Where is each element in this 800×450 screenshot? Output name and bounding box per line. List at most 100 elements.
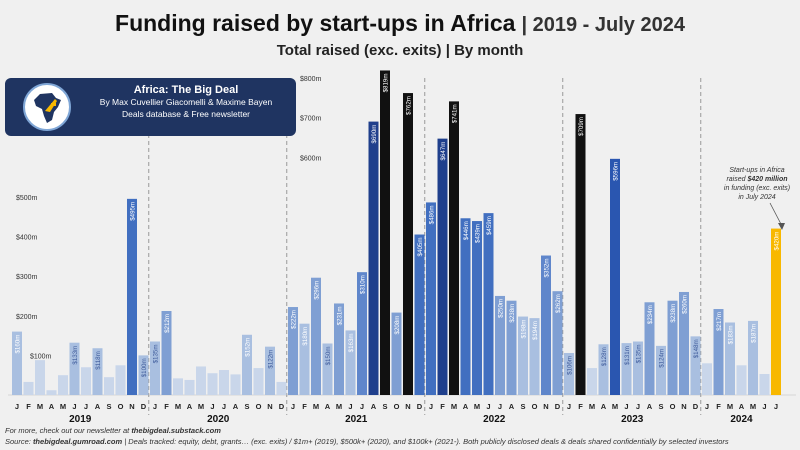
month-tick-label: F (440, 402, 445, 411)
bar-value-label: $135m (153, 345, 160, 364)
month-tick-label: S (658, 402, 663, 411)
month-tick-label: A (233, 402, 239, 411)
y-tick-labels: $100m $200m $300m $400m $500m $600m $700m $800m (16, 76, 322, 360)
bar-value-label: $762m (406, 96, 413, 115)
month-tick-label: M (612, 402, 618, 411)
month-tick-label: M (451, 402, 457, 411)
bar (288, 307, 298, 395)
bar (690, 336, 701, 395)
month-tick-label: M (175, 402, 181, 411)
bar (759, 373, 770, 395)
month-tick-label: D (279, 402, 285, 411)
annotation-line-3: in funding (exc. exits) (724, 185, 790, 192)
bar-value-label: $100m (141, 358, 148, 377)
month-tick-label: M (313, 402, 319, 411)
bar-value-label: $106m (567, 356, 574, 375)
month-tick-label: J (498, 402, 502, 411)
bar-value-label: $352m (544, 259, 551, 278)
month-tick-label: O (670, 402, 676, 411)
footer-source: Source: thebigdeal.gumroad.com | Deals t… (5, 437, 729, 446)
bar (598, 344, 609, 395)
bar (81, 367, 91, 395)
month-tick-label: S (244, 402, 249, 411)
bar (621, 343, 632, 395)
bar (426, 202, 436, 395)
year-label: 2023 (621, 414, 644, 425)
y-tick-label: $400m (16, 235, 38, 242)
bar (552, 291, 563, 395)
bar (265, 346, 275, 395)
bar-value-label: $152m (245, 338, 252, 357)
month-tick-label: J (222, 402, 226, 411)
bar (667, 300, 678, 395)
badge-authors: By Max Cuvellier Giacomelli & Maxime Bay… (99, 97, 273, 107)
bar-value-label: $596m (613, 162, 620, 181)
brand-badge: Africa: The Big Deal By Max Cuvellier Gi… (5, 78, 296, 136)
annotation-amount: $420 million (746, 176, 787, 183)
month-tick-label: J (153, 402, 157, 411)
bar (437, 138, 448, 395)
y-tick-label: $800m (300, 76, 322, 83)
bar (506, 300, 517, 395)
badge-text: Africa: The Big Deal By Max Cuvellier Gi… (81, 84, 291, 120)
year-label: 2019 (69, 414, 92, 425)
month-tick-label: N (405, 402, 410, 411)
bars (12, 70, 781, 396)
bar-value-label: $420m (774, 232, 781, 251)
bar (196, 366, 206, 395)
bar (322, 343, 333, 395)
bar-value-label: $709m (578, 117, 585, 136)
annotation-arrowhead (778, 223, 785, 230)
bar (633, 341, 643, 395)
month-tick-label: M (198, 402, 204, 411)
bar (12, 331, 22, 395)
bar-value-label: $260m (682, 295, 689, 314)
month-tick-label: J (429, 402, 433, 411)
bar-value-label: $238m (509, 304, 516, 323)
bar (345, 330, 356, 395)
month-tick-label: A (463, 402, 469, 411)
month-tick-label: J (567, 402, 571, 411)
bar-value-label: $296m (314, 281, 321, 300)
bar (725, 322, 735, 395)
bar-value-label: $160m (15, 335, 22, 354)
bar (92, 348, 103, 395)
bar-value-label: $459m (486, 216, 493, 235)
bar-value-label: $183m (728, 325, 735, 344)
bar (127, 198, 137, 395)
source-link[interactable]: thebigdeal.gumroad.com (32, 437, 123, 446)
annotation-line-4: in July 2024 (738, 194, 775, 201)
y-tick-label: $300m (16, 274, 38, 281)
bar (23, 381, 34, 395)
month-tick-label: A (49, 402, 55, 411)
month-tick-label: A (371, 402, 377, 411)
month-tick-label: J (210, 402, 214, 411)
bar-value-label: $231m (337, 306, 344, 325)
bar (771, 228, 781, 395)
month-tick-label: O (394, 402, 400, 411)
footer-source-text: | Deals tracked: equity, debt, grants… (… (122, 437, 729, 446)
bar-value-label: $217m (716, 312, 723, 331)
bar-value-labels: $160m $133m $118m $495m $100m $135m $212m $152m… (15, 73, 781, 377)
annotation-line-2-prefix: raised (726, 176, 747, 183)
bar (58, 375, 68, 395)
badge-tagline: Deals database & Free newsletter (121, 109, 251, 119)
bar-value-label: $180m (302, 327, 309, 346)
bar (242, 334, 252, 395)
bar (380, 70, 390, 395)
year-label: 2024 (730, 414, 753, 425)
month-tick-label: F (578, 402, 583, 411)
bar (587, 368, 597, 395)
bar (702, 363, 712, 395)
bar (69, 342, 80, 395)
y-tick-label: $100m (30, 353, 52, 360)
bar (529, 318, 540, 395)
month-tick-label: J (348, 402, 352, 411)
bar (656, 345, 666, 395)
bar (460, 218, 471, 395)
bar (230, 374, 241, 395)
newsletter-link[interactable]: thebigdeal.substack.com (131, 426, 221, 435)
bar-value-label: $131m (624, 346, 631, 365)
bar (391, 312, 402, 395)
